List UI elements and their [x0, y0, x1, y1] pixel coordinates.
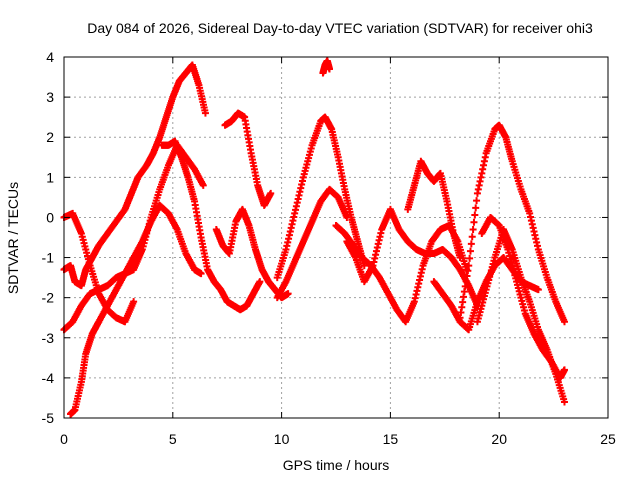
data-point — [325, 65, 333, 73]
satellite-track-15 — [456, 121, 568, 326]
data-point — [560, 398, 568, 406]
data-markers — [60, 57, 568, 418]
satellite-track-8 — [273, 113, 368, 282]
data-point — [343, 213, 351, 221]
data-point — [471, 211, 479, 219]
data-point — [267, 189, 275, 197]
data-point — [473, 197, 481, 205]
data-point — [256, 278, 264, 286]
satellite-track-17 — [478, 213, 568, 382]
data-point — [199, 181, 207, 189]
data-point — [197, 270, 205, 278]
y-tick-label: -1 — [42, 250, 55, 266]
x-axis-ticks: 0 5 10 15 20 25 — [60, 57, 616, 447]
data-point — [560, 366, 568, 374]
satellite-track-4 — [60, 209, 138, 326]
data-point — [472, 204, 480, 212]
satellite-track-1 — [60, 61, 209, 290]
y-tick-label: -5 — [42, 410, 55, 426]
y-axis-label: SDTVAR / TECUs — [5, 182, 21, 294]
x-tick-label: 10 — [274, 431, 290, 447]
x-tick-label: 0 — [60, 431, 68, 447]
y-tick-label: 4 — [46, 49, 54, 65]
data-point — [130, 298, 138, 306]
chart-title: Day 084 of 2026, Sidereal Day-to-day VTE… — [87, 20, 593, 36]
data-point — [201, 109, 209, 117]
y-tick-label: -2 — [42, 290, 55, 306]
satellite-track-9 — [273, 185, 351, 302]
data-point — [463, 266, 471, 274]
satellite-track-5 — [158, 137, 264, 314]
x-tick-label: 15 — [383, 431, 399, 447]
data-point — [456, 254, 464, 262]
data-point — [465, 262, 473, 270]
data-point — [467, 240, 475, 248]
data-point — [560, 318, 568, 326]
plot-frame — [63, 56, 609, 419]
x-tick-label: 5 — [169, 431, 177, 447]
satellite-track-3 — [67, 201, 205, 418]
data-point — [466, 247, 474, 255]
satellite-track-6 — [221, 109, 275, 209]
data-point — [470, 218, 478, 226]
y-tick-label: -4 — [42, 370, 55, 386]
satellite-track-13 — [404, 157, 464, 262]
y-tick-label: 2 — [46, 129, 54, 145]
data-point — [466, 254, 474, 262]
y-tick-label: 3 — [46, 89, 54, 105]
y-tick-label: 0 — [46, 209, 54, 225]
y-axis-ticks: -5 -4 -3 -2 -1 0 1 2 3 4 — [42, 49, 608, 426]
data-point — [284, 290, 292, 298]
data-point — [534, 286, 542, 294]
y-tick-label: -3 — [42, 330, 55, 346]
data-point — [469, 225, 477, 233]
x-tick-label: 25 — [600, 431, 616, 447]
satellite-track-10 — [319, 57, 333, 77]
satellite-track-2 — [60, 141, 207, 334]
data-point — [468, 233, 476, 241]
x-tick-label: 20 — [491, 431, 507, 447]
y-tick-label: 1 — [46, 169, 54, 185]
x-axis-label: GPS time / hours — [283, 457, 390, 473]
satellite-track-7 — [212, 205, 292, 302]
